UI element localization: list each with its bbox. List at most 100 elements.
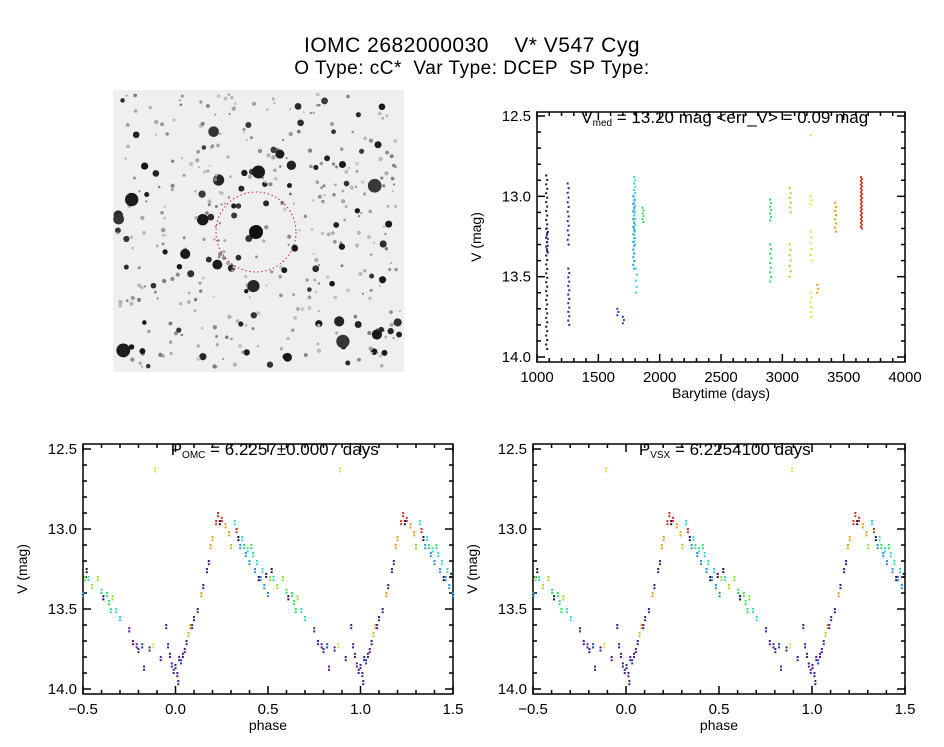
- data-point: [809, 291, 812, 294]
- data-point: [679, 531, 682, 534]
- data-point: [378, 619, 380, 622]
- data-point: [567, 284, 570, 287]
- data-point: [788, 206, 791, 209]
- data-point: [333, 646, 336, 649]
- data-point: [586, 643, 589, 646]
- data-point: [272, 579, 275, 582]
- data-point: [642, 209, 645, 212]
- title-symbol: P: [638, 440, 651, 459]
- data-point: [621, 662, 624, 665]
- data-point: [546, 285, 549, 288]
- plot-frame: [532, 443, 906, 695]
- data-point: [865, 531, 868, 534]
- data-point: [546, 178, 549, 181]
- data-point: [634, 204, 637, 207]
- data-point: [285, 592, 288, 594]
- data-point: [633, 214, 636, 217]
- data-point: [809, 195, 812, 198]
- data-point: [316, 640, 319, 642]
- data-point: [442, 576, 445, 578]
- data-point: [861, 523, 864, 526]
- data-point: [165, 624, 168, 626]
- x-tick-label: 0.0: [616, 701, 637, 718]
- data-point: [778, 646, 781, 649]
- data-point: [627, 672, 630, 674]
- data-point: [439, 568, 442, 570]
- data-point: [860, 219, 863, 222]
- data-point: [802, 627, 805, 630]
- data-point: [675, 523, 678, 526]
- data-point: [822, 640, 825, 642]
- data-point: [217, 512, 220, 514]
- data-point: [878, 536, 881, 538]
- data-point: [202, 587, 205, 590]
- data-point: [818, 656, 821, 658]
- data-point: [553, 595, 556, 598]
- data-point: [352, 646, 355, 649]
- data-point: [845, 560, 848, 562]
- data-point: [374, 627, 377, 630]
- data-point: [769, 271, 772, 274]
- data-point: [633, 227, 636, 230]
- data-point: [640, 624, 643, 626]
- data-point: [545, 210, 548, 213]
- data-point: [394, 544, 397, 546]
- data-point: [131, 640, 134, 642]
- data-point: [809, 230, 812, 233]
- data-point: [363, 659, 366, 662]
- data-point: [705, 568, 708, 570]
- data-point: [187, 635, 190, 638]
- data-point: [837, 592, 840, 594]
- data-point: [638, 635, 641, 638]
- data-point: [433, 563, 436, 566]
- data-point: [368, 648, 371, 650]
- data-point: [538, 576, 541, 578]
- data-point: [586, 646, 589, 649]
- data-point: [545, 201, 548, 204]
- data-point: [805, 652, 808, 655]
- data-point: [257, 579, 260, 582]
- data-point: [642, 624, 645, 626]
- data-point: [294, 611, 297, 614]
- data-point: [632, 263, 635, 266]
- data-point: [244, 552, 247, 554]
- data-point: [685, 523, 688, 526]
- data-point: [400, 520, 403, 522]
- data-point: [641, 212, 644, 215]
- data-point: [828, 624, 831, 626]
- data-point: [353, 656, 356, 658]
- data-point: [634, 192, 637, 195]
- data-point: [768, 643, 771, 646]
- data-point: [128, 627, 131, 630]
- data-point: [769, 198, 772, 201]
- data-point: [233, 520, 236, 522]
- data-point: [538, 579, 541, 582]
- data-point: [621, 665, 624, 668]
- data-point: [174, 664, 177, 666]
- data-point: [621, 322, 624, 325]
- data-point: [545, 218, 548, 221]
- data-point: [396, 539, 399, 542]
- data-point: [333, 649, 336, 652]
- data-point: [876, 544, 879, 546]
- data-point: [856, 520, 859, 522]
- data-point: [291, 595, 294, 598]
- data-point: [152, 643, 155, 646]
- data-point: [534, 576, 537, 578]
- data-point: [376, 624, 379, 626]
- data-point: [440, 563, 443, 566]
- data-point: [633, 240, 636, 243]
- data-point: [835, 230, 838, 233]
- data-point: [558, 603, 561, 606]
- data-point: [207, 560, 210, 562]
- data-point: [148, 646, 151, 649]
- data-point: [774, 648, 777, 650]
- data-point: [845, 563, 848, 566]
- data-point: [582, 640, 585, 642]
- data-point: [546, 223, 549, 226]
- data-point: [433, 560, 436, 562]
- data-point: [429, 552, 432, 554]
- data-point: [254, 568, 257, 570]
- data-point: [742, 595, 745, 598]
- data-point: [859, 202, 862, 205]
